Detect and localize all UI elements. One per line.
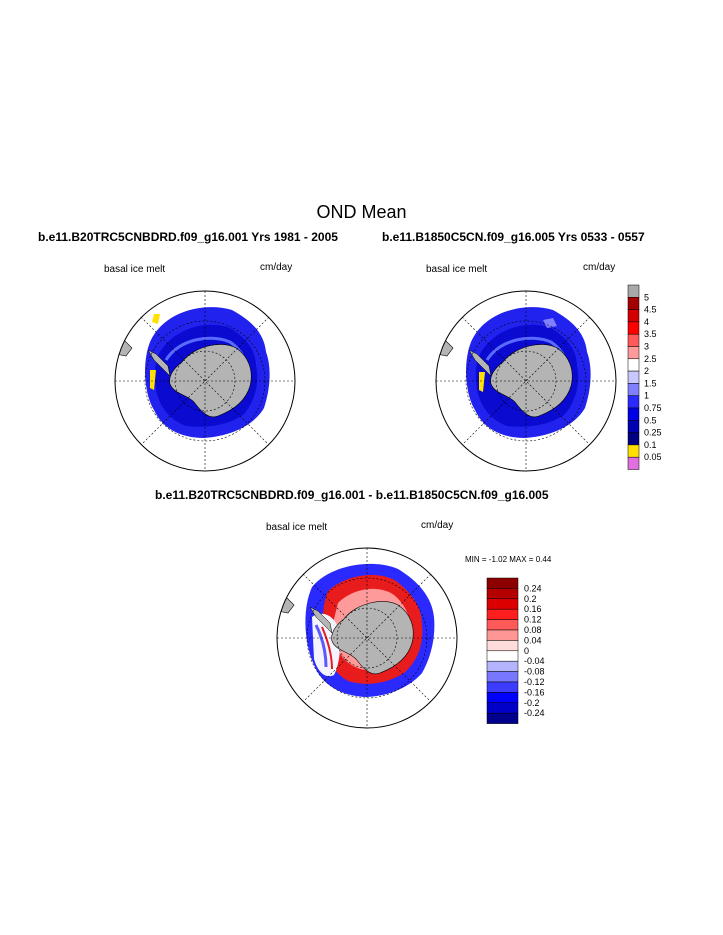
- colorbar-tick-label: 3.5: [644, 329, 657, 339]
- colorbar-tick-label: -0.04: [524, 656, 545, 666]
- colorbar-box: [627, 284, 640, 298]
- panel1-left-label: basal ice melt: [104, 264, 166, 275]
- colorbar-box: [627, 346, 640, 360]
- colorbar-tick-label: 2: [644, 366, 649, 376]
- colorbar-box: [627, 370, 640, 384]
- map-panel-1: [114, 290, 296, 472]
- colorbar-box: [627, 395, 640, 409]
- colorbar-box: [486, 577, 519, 589]
- colorbar-box: [486, 608, 519, 620]
- antarctica: [490, 344, 573, 418]
- colorbar-tick-label: 0.1: [644, 440, 657, 450]
- colorbar-top: 5 4.5 4 3.5 3 2.5 2 1.5 1 0.75 0.5 0.25 0.1 0.05: [627, 284, 662, 470]
- yellow-patch-1: [152, 314, 160, 324]
- panel1-title: b.e11.B20TRC5CNBDRD.f09_g16.001 Yrs 1981…: [38, 230, 338, 244]
- colorbar-tick-label: 0.12: [524, 615, 542, 625]
- panel2-title: b.e11.B1850C5CN.f09_g16.005 Yrs 0533 - 0…: [382, 230, 645, 244]
- colorbar-box: [486, 712, 519, 724]
- panel1-units: cm/day: [260, 262, 293, 273]
- colorbar-box: [486, 588, 519, 600]
- meridians: [436, 291, 616, 471]
- colorbar-box: [627, 456, 640, 470]
- colorbar-tick-label: 4: [644, 317, 649, 327]
- colorbar-box: [486, 629, 519, 641]
- page-title: OND Mean: [316, 202, 407, 222]
- colorbar-box: [627, 333, 640, 347]
- colorbar-tick-label: -0.24: [524, 708, 545, 718]
- colorbar-tick-label: -0.08: [524, 667, 545, 677]
- colorbar-box: [486, 702, 519, 714]
- panel3-units: cm/day: [421, 520, 454, 531]
- colorbar-box: [486, 681, 519, 693]
- colorbar-box: [486, 692, 519, 704]
- colorbar-box: [486, 650, 519, 662]
- colorbar-box: [627, 358, 640, 372]
- colorbar-box: [486, 598, 519, 610]
- yellow-patch-2: [150, 370, 156, 390]
- colorbar-tick-label: -0.2: [524, 698, 540, 708]
- colorbar-tick-label: 0: [524, 646, 529, 656]
- colorbar-tick-label: 0.04: [524, 635, 542, 645]
- meridians: [115, 291, 295, 471]
- panel3-title: b.e11.B20TRC5CNBDRD.f09_g16.001 - b.e11.…: [155, 488, 549, 502]
- colorbar-tick-label: 0.16: [524, 604, 542, 614]
- colorbar-tick-label: -0.16: [524, 687, 545, 697]
- antarctica: [169, 344, 252, 418]
- colorbar-box: [486, 640, 519, 652]
- colorbar-tick-label: 0.08: [524, 625, 542, 635]
- colorbar-tick-label: 5: [644, 292, 649, 302]
- yellow-patch: [479, 372, 485, 392]
- melt-band-light: [543, 318, 557, 328]
- colorbar-box: [627, 420, 640, 433]
- peninsula: [309, 606, 333, 634]
- colorbar-box: [486, 671, 519, 683]
- colorbar-box: [627, 383, 640, 396]
- colorbar-tick-label: 1: [644, 391, 649, 401]
- colorbar-tick-label: 0.05: [644, 452, 662, 462]
- colorbar-box: [486, 660, 519, 672]
- colorbar-box: [627, 297, 640, 310]
- colorbar-difference: 0.240.20.160.120.080.040-0.04-0.08-0.12-…: [486, 577, 545, 724]
- colorbar-tick-label: 2.5: [644, 354, 657, 364]
- panel3-left-label: basal ice melt: [266, 522, 328, 533]
- colorbar-tick-label: 0.25: [644, 428, 662, 438]
- colorbar-box: [627, 309, 640, 323]
- panel3-minmax: MIN = -1.02 MAX = 0.44: [465, 555, 552, 564]
- diff-streak-red: [321, 626, 333, 670]
- panel2-units: cm/day: [583, 262, 616, 273]
- meridians: [277, 548, 457, 728]
- peninsula: [147, 349, 171, 377]
- colorbar-tick-label: 4.5: [644, 305, 657, 315]
- colorbar-tick-label: -0.12: [524, 677, 545, 687]
- map-panel-2: [435, 290, 617, 472]
- panel2-left-label: basal ice melt: [426, 264, 488, 275]
- colorbar-tick-label: 0.2: [524, 594, 537, 604]
- colorbar-box: [627, 407, 640, 421]
- colorbar-box: [627, 321, 640, 335]
- colorbar-tick-label: 0.5: [644, 415, 657, 425]
- map-panel-3: [276, 547, 458, 729]
- diff-streak-blue: [314, 624, 328, 668]
- colorbar-tick-label: 1.5: [644, 378, 657, 388]
- colorbar-tick-label: 0.24: [524, 583, 542, 593]
- colorbar-box: [486, 619, 519, 631]
- colorbar-box: [627, 444, 640, 458]
- colorbar-tick-label: 0.75: [644, 403, 662, 413]
- peninsula: [468, 349, 492, 377]
- colorbar-tick-label: 3: [644, 342, 649, 352]
- antarctica: [331, 601, 414, 675]
- colorbar-box: [627, 432, 640, 446]
